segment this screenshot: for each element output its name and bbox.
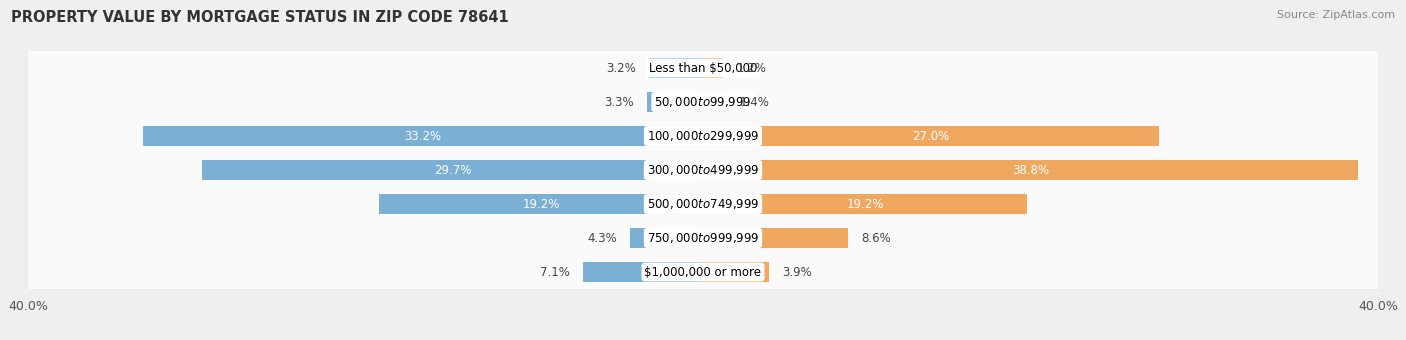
Bar (703, 194, 1026, 214)
Bar (703, 228, 848, 248)
Text: 33.2%: 33.2% (405, 130, 441, 142)
Text: $750,000 to $999,999: $750,000 to $999,999 (647, 231, 759, 245)
Bar (202, 160, 703, 180)
Text: $500,000 to $749,999: $500,000 to $749,999 (647, 197, 759, 211)
Text: $1,000,000 or more: $1,000,000 or more (644, 266, 762, 278)
Bar (703, 160, 1358, 180)
Bar (143, 126, 703, 146)
Text: 3.9%: 3.9% (782, 266, 813, 278)
Text: 38.8%: 38.8% (1012, 164, 1049, 176)
Text: 29.7%: 29.7% (434, 164, 471, 176)
Bar (703, 126, 1159, 146)
Text: Source: ZipAtlas.com: Source: ZipAtlas.com (1277, 10, 1395, 20)
Bar (380, 194, 703, 214)
Bar (28, 187, 1378, 221)
Bar (28, 119, 1378, 153)
Bar (28, 85, 1378, 119)
Text: $50,000 to $99,999: $50,000 to $99,999 (654, 95, 752, 109)
Text: 27.0%: 27.0% (912, 130, 949, 142)
Text: Less than $50,000: Less than $50,000 (648, 62, 758, 74)
Bar (630, 228, 703, 248)
Text: 1.2%: 1.2% (737, 62, 766, 74)
Text: 19.2%: 19.2% (846, 198, 883, 210)
Bar (28, 221, 1378, 255)
Bar (28, 51, 1378, 85)
Bar (647, 92, 703, 112)
Text: 19.2%: 19.2% (523, 198, 560, 210)
Text: 3.2%: 3.2% (606, 62, 636, 74)
Text: 7.1%: 7.1% (540, 266, 569, 278)
Text: 4.3%: 4.3% (588, 232, 617, 244)
Bar (703, 262, 769, 282)
Bar (28, 255, 1378, 289)
Bar (703, 92, 727, 112)
Text: 3.3%: 3.3% (605, 96, 634, 108)
Text: $300,000 to $499,999: $300,000 to $499,999 (647, 163, 759, 177)
Bar (650, 58, 703, 78)
Text: PROPERTY VALUE BY MORTGAGE STATUS IN ZIP CODE 78641: PROPERTY VALUE BY MORTGAGE STATUS IN ZIP… (11, 10, 509, 25)
Text: $100,000 to $299,999: $100,000 to $299,999 (647, 129, 759, 143)
Bar (28, 153, 1378, 187)
Bar (583, 262, 703, 282)
Text: 8.6%: 8.6% (862, 232, 891, 244)
Text: 1.4%: 1.4% (740, 96, 770, 108)
Bar (703, 58, 723, 78)
Legend: Without Mortgage, With Mortgage: Without Mortgage, With Mortgage (560, 337, 846, 340)
